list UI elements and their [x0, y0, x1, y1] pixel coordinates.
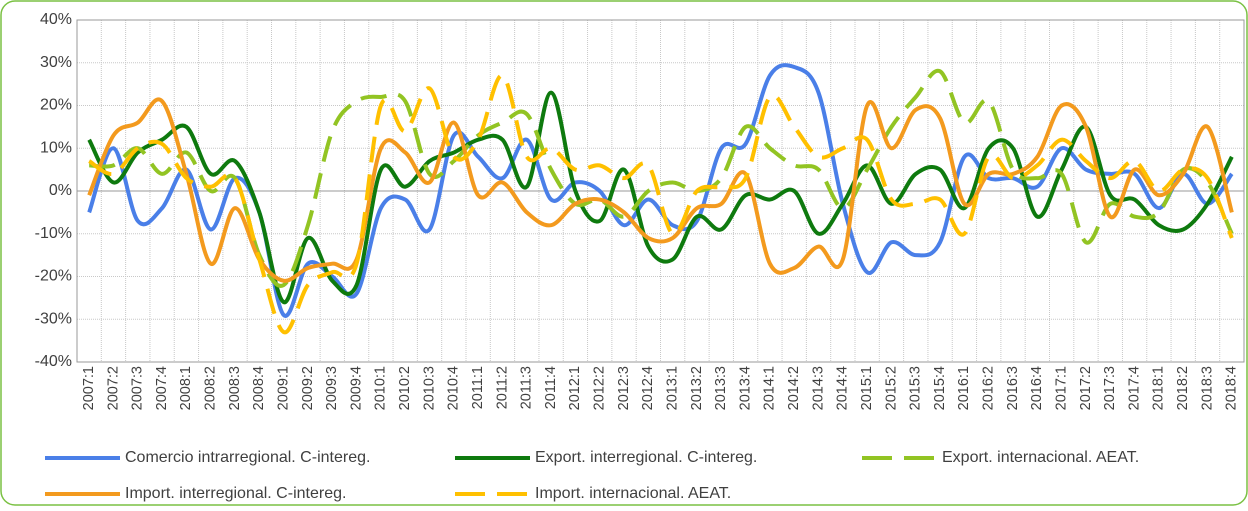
x-tick-label: 2015:4 — [932, 366, 948, 410]
x-tick-label: 2011:3 — [519, 366, 535, 409]
x-tick-label: 2008:3 — [227, 366, 243, 410]
y-tick-label: 20% — [40, 97, 72, 114]
x-tick-label: 2017:3 — [1102, 366, 1118, 410]
series-line — [88, 73, 1234, 335]
x-tick-label: 2012:4 — [640, 366, 656, 410]
x-tick-label: 2018:4 — [1224, 366, 1240, 410]
x-tick-label: 2009:2 — [300, 366, 316, 410]
x-tick-label: 2008:1 — [178, 366, 194, 410]
x-tick-label: 2014:3 — [810, 366, 826, 410]
x-tick-label: 2007:3 — [130, 366, 146, 410]
x-tick-label: 2007:1 — [81, 366, 97, 410]
x-tick-label: 2014:1 — [762, 366, 778, 410]
x-tick-label: 2015:2 — [883, 366, 899, 410]
legend-label: Import. internacional. AEAT. — [535, 485, 731, 502]
x-tick-label: 2012:2 — [592, 366, 608, 410]
x-tick-label: 2011:4 — [543, 366, 559, 409]
x-tick-label: 2010:3 — [421, 366, 437, 410]
legend-label: Comercio intrarregional. C-intereg. — [125, 449, 370, 466]
legend-label: Import. interregional. C-intereg. — [125, 485, 346, 502]
x-tick-label: 2016:2 — [981, 366, 997, 410]
x-tick-label: 2017:1 — [1053, 366, 1069, 410]
x-tick-label: 2009:1 — [275, 366, 291, 410]
x-tick-label: 2017:4 — [1126, 366, 1142, 410]
x-tick-label: 2016:3 — [1005, 366, 1021, 410]
x-tick-label: 2016:4 — [1029, 366, 1045, 410]
x-tick-label: 2016:1 — [956, 366, 972, 410]
x-tick-label: 2013:1 — [664, 366, 680, 410]
x-tick-label: 2010:2 — [397, 366, 413, 410]
x-tick-label: 2009:4 — [348, 366, 364, 410]
x-tick-label: 2018:2 — [1175, 366, 1191, 410]
x-tick-label: 2012:1 — [567, 366, 583, 410]
x-tick-label: 2018:3 — [1199, 366, 1215, 410]
plot-border — [76, 19, 1245, 363]
x-tick-label: 2013:4 — [737, 366, 753, 410]
series-line — [87, 90, 1234, 305]
x-tick-label: 2018:1 — [1151, 366, 1167, 410]
y-tick-label: 10% — [40, 139, 72, 156]
x-tick-label: 2015:3 — [908, 366, 924, 410]
legend-label: Export. interregional. C-intereg. — [535, 449, 757, 466]
y-tick-label: 30% — [40, 54, 72, 71]
x-tick-label: 2017:2 — [1078, 366, 1094, 410]
x-tick-label: 2011:1 — [470, 366, 486, 409]
x-tick-label: 2009:3 — [324, 366, 340, 410]
x-tick-label: 2013:3 — [713, 366, 729, 410]
x-tick-label: 2007:2 — [105, 366, 121, 410]
x-tick-label: 2008:4 — [251, 366, 267, 410]
series-line — [89, 68, 1234, 288]
y-tick-label: 40% — [40, 11, 72, 28]
y-tick-label: 0% — [49, 182, 72, 199]
x-tick-label: 2014:2 — [786, 366, 802, 410]
series-line — [87, 97, 1234, 283]
x-tick-label: 2015:1 — [859, 366, 875, 410]
legend-label: Export. internacional. AEAT. — [942, 449, 1139, 466]
x-tick-label: 2013:2 — [689, 366, 705, 410]
y-tick-label: -20% — [35, 268, 72, 285]
x-tick-label: 2010:4 — [446, 366, 462, 410]
x-tick-label: 2007:4 — [154, 366, 170, 410]
x-tick-label: 2012:3 — [616, 366, 632, 410]
y-tick-label: -30% — [35, 310, 72, 327]
x-tick-label: 2010:1 — [373, 366, 389, 410]
y-tick-label: -10% — [35, 225, 72, 242]
y-tick-label: -40% — [35, 353, 72, 370]
x-tick-label: 2014:4 — [835, 366, 851, 410]
x-tick-label: 2011:2 — [494, 366, 510, 409]
x-tick-label: 2008:2 — [203, 366, 219, 410]
